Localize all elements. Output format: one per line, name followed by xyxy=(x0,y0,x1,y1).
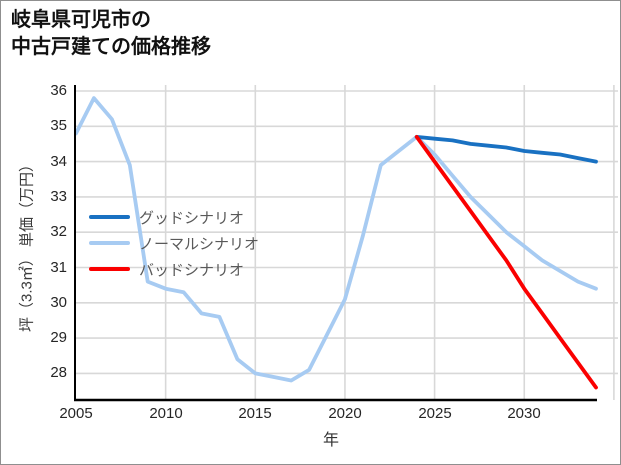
title-line-2: 中古戸建ての価格推移 xyxy=(11,36,211,58)
good-scenario-line-icon xyxy=(89,215,130,219)
title-line-1: 岐阜県可児市の xyxy=(11,9,151,31)
x-tick-2005: 2005 xyxy=(59,405,93,422)
x-tick-2020: 2020 xyxy=(328,405,362,422)
x-tick-2010: 2010 xyxy=(149,405,183,422)
x-tick-2025: 2025 xyxy=(418,405,452,422)
legend-label-bad: バッドシナリオ xyxy=(139,261,245,279)
legend-item-normal: ノーマルシナリオ xyxy=(89,230,259,256)
y-tick-34: 34 xyxy=(50,153,67,170)
y-tick-29: 29 xyxy=(50,329,67,346)
x-tick-2030: 2030 xyxy=(507,405,541,422)
bad-scenario-line xyxy=(414,134,598,390)
y-tick-32: 32 xyxy=(50,223,67,240)
normal-scenario-line-icon xyxy=(89,241,130,245)
gridlines xyxy=(75,85,618,400)
y-tick-28: 28 xyxy=(50,364,67,381)
good-scenario-line xyxy=(414,134,598,164)
x-tick-2015: 2015 xyxy=(238,405,272,422)
legend-label-normal: ノーマルシナリオ xyxy=(139,235,260,253)
y-tick-36: 36 xyxy=(50,82,67,99)
y-tick-33: 33 xyxy=(50,188,67,205)
legend-item-bad: バッドシナリオ xyxy=(89,256,259,282)
data-series xyxy=(74,96,598,390)
legend-item-good: グッドシナリオ xyxy=(89,204,259,230)
normal-scenario-line xyxy=(74,96,598,383)
chart-legend: グッドシナリオ ノーマルシナリオ バッドシナリオ xyxy=(89,204,259,282)
y-tick-30: 30 xyxy=(50,294,67,311)
y-axis-title: 坪（3.3㎡） 単価（万円） xyxy=(18,156,36,333)
x-axis-title: 年 xyxy=(322,432,339,449)
legend-label-good: グッドシナリオ xyxy=(139,209,245,227)
y-tick-31: 31 xyxy=(50,259,67,276)
bad-scenario-line-icon xyxy=(89,267,130,271)
y-tick-35: 35 xyxy=(50,117,67,134)
page-title: 岐阜県可児市の中古戸建ての価格推移 xyxy=(11,7,211,61)
